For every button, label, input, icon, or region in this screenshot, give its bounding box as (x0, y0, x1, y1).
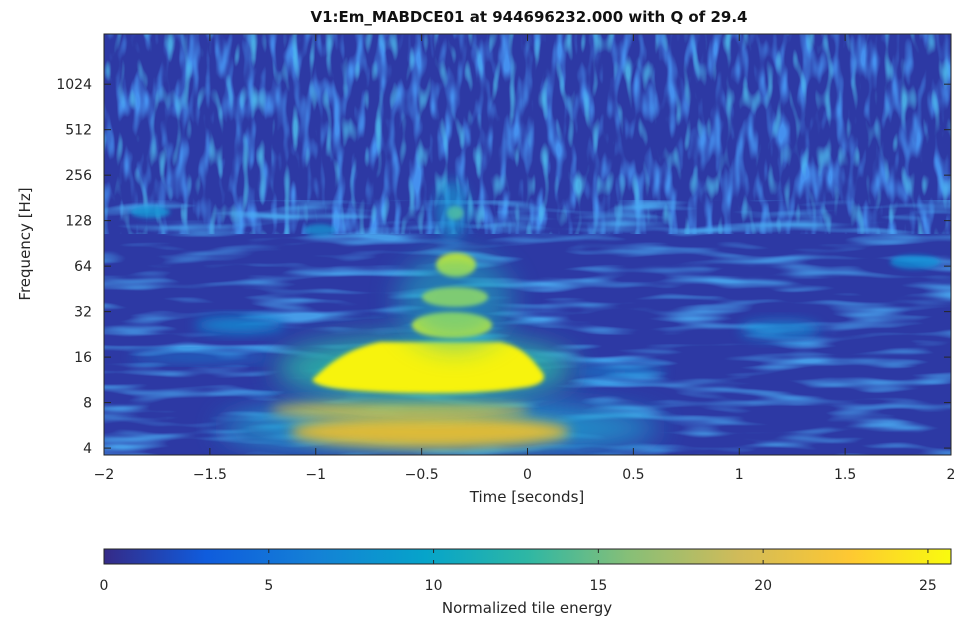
x-tick-label: 0.5 (622, 467, 644, 483)
heatmap-plot-area (104, 34, 951, 455)
colorbar-label: Normalized tile energy (442, 599, 612, 617)
noise-blob (195, 317, 285, 333)
low-frequency-glow-band (270, 401, 530, 419)
x-tick-label: 1.5 (834, 467, 856, 483)
colorbar-ticks: 0 5 10 15 20 25 (100, 549, 937, 594)
x-tick-label: 2 (947, 467, 956, 483)
colorbar-tick-label: 20 (754, 578, 772, 594)
chirp-tail-halo (436, 180, 468, 240)
y-tick-label: 4 (83, 441, 92, 457)
noise-blob (304, 224, 336, 236)
y-tick-label: 8 (83, 396, 92, 412)
noise-blob (575, 365, 665, 379)
colorbar-tick-label: 0 (100, 578, 109, 594)
colorbar-tick-label: 15 (589, 578, 607, 594)
x-tick-label: −2 (94, 467, 115, 483)
y-tick-label: 1024 (56, 77, 92, 93)
noise-blob (130, 206, 170, 218)
colorbar (103, 548, 952, 565)
x-tick-label: 1 (735, 467, 744, 483)
y-tick-label: 32 (74, 305, 92, 321)
x-tick-label: 0 (523, 467, 532, 483)
y-tick-label: 512 (65, 123, 92, 139)
noise-blob (740, 321, 820, 339)
noise-blob (890, 255, 940, 269)
x-axis-label: Time [seconds] (469, 488, 585, 506)
colorbar-tick-label: 25 (919, 578, 937, 594)
x-tick-label: −1 (305, 467, 326, 483)
x-tick-label: −1.5 (193, 467, 227, 483)
y-tick-label: 64 (74, 259, 92, 275)
chirp-lobe-halo (397, 252, 513, 348)
noise-blob (130, 352, 270, 362)
colorbar-tick-label: 5 (264, 578, 273, 594)
y-tick-label: 16 (74, 350, 92, 366)
chirp-main-lobe (312, 342, 544, 394)
chart-title: V1:Em_MABDCE01 at 944696232.000 with Q o… (311, 8, 748, 26)
y-axis-ticks: 4 8 16 32 64 128 256 512 1024 (56, 77, 951, 457)
x-tick-label: −0.5 (405, 467, 439, 483)
low-frequency-glow-core (290, 416, 570, 448)
y-tick-label: 128 (65, 214, 92, 230)
x-axis-ticks: −2 −1.5 −1 −0.5 0 0.5 1 1.5 2 (94, 34, 956, 483)
colorbar-tick-label: 10 (425, 578, 443, 594)
y-tick-label: 256 (65, 168, 92, 184)
y-axis-label: Frequency [Hz] (16, 187, 34, 300)
